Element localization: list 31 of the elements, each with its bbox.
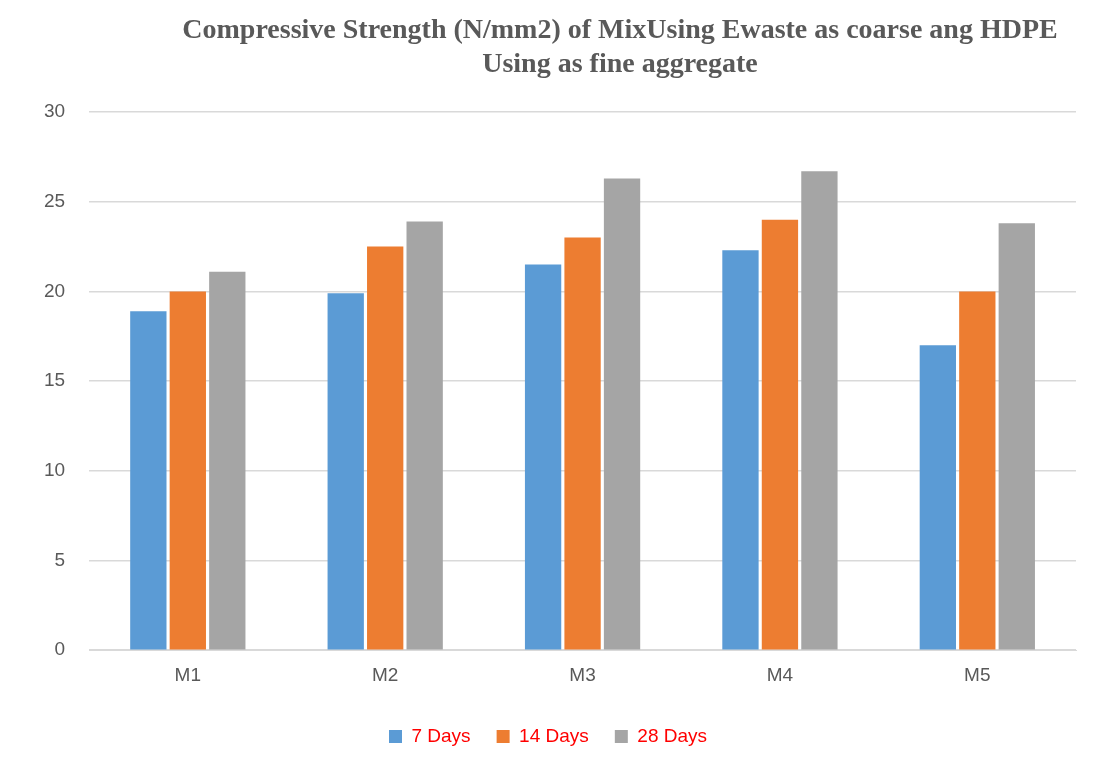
x-tick-label: M4 bbox=[766, 663, 794, 685]
x-tick-label: M5 bbox=[964, 663, 991, 685]
y-tick-label: 5 bbox=[54, 548, 66, 570]
bar bbox=[801, 171, 838, 650]
bar bbox=[959, 291, 996, 650]
y-tick-label: 30 bbox=[43, 100, 66, 122]
bar bbox=[919, 345, 956, 650]
bar bbox=[209, 271, 246, 650]
bar bbox=[603, 178, 641, 650]
bar bbox=[327, 293, 364, 650]
bar bbox=[564, 237, 601, 650]
y-tick-label: 15 bbox=[43, 369, 66, 391]
x-tick-label: M3 bbox=[569, 663, 596, 685]
x-tick-label: M2 bbox=[371, 663, 399, 685]
y-tick-label: 20 bbox=[43, 279, 66, 301]
bar bbox=[367, 246, 404, 650]
legend-label: 7 Days bbox=[411, 724, 471, 746]
bar bbox=[998, 223, 1035, 650]
bar bbox=[761, 219, 799, 650]
bar bbox=[524, 264, 562, 650]
legend-label: 14 Days bbox=[519, 724, 589, 746]
bar bbox=[169, 291, 206, 650]
y-tick-label: 0 bbox=[54, 638, 66, 660]
legend-label: 28 Days bbox=[637, 724, 708, 746]
y-tick-label: 25 bbox=[43, 189, 66, 211]
x-tick-label: M1 bbox=[174, 663, 202, 685]
bar bbox=[406, 221, 443, 650]
y-tick-label: 10 bbox=[43, 459, 66, 481]
chart-title: Compressive Strength (N/mm2) of MixUsing Ewaste as coarse ang HDPE Using as fine aggregate bbox=[181, 12, 1059, 80]
bar bbox=[722, 250, 759, 650]
bar bbox=[130, 311, 167, 650]
